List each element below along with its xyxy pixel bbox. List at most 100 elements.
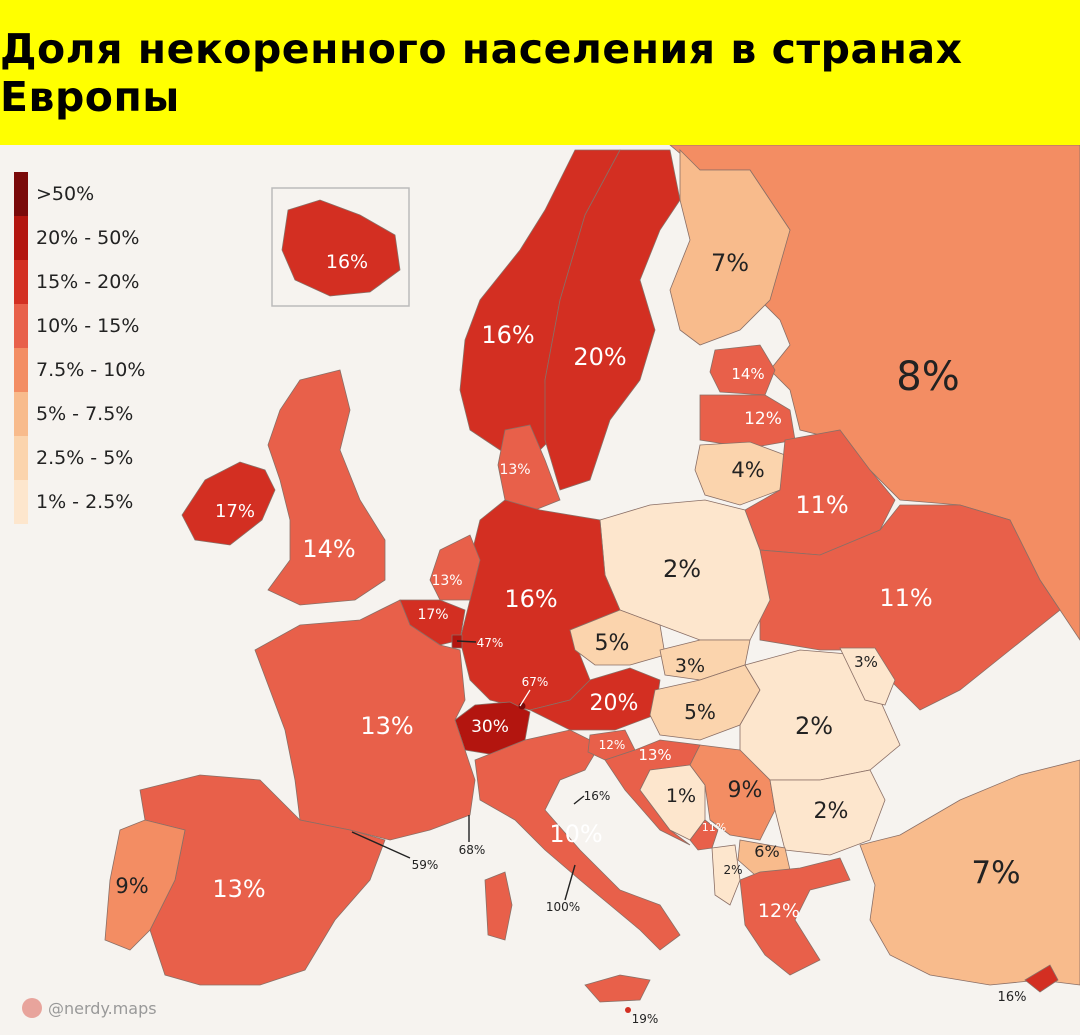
- label-montenegro: 11%: [702, 821, 726, 834]
- country-liechtenstein-shape: [518, 702, 526, 710]
- label-malta: 19%: [632, 1012, 659, 1026]
- legend-label: 7.5% - 10%: [36, 359, 146, 381]
- legend-item: 5% - 7.5%: [14, 392, 145, 436]
- label-croatia: 13%: [638, 746, 671, 764]
- label-slovakia: 3%: [675, 655, 705, 677]
- country-ireland: [181, 461, 276, 546]
- country-albania: [711, 844, 741, 906]
- legend-swatch: [14, 436, 28, 480]
- map-title: Доля некоренного населения в странах Евр…: [0, 24, 963, 121]
- label-spain: 13%: [212, 875, 265, 903]
- country-iceland: [281, 199, 401, 297]
- label-denmark: 13%: [499, 462, 530, 478]
- label-belarus: 11%: [795, 491, 848, 519]
- legend-item: 1% - 2.5%: [14, 480, 145, 524]
- label-romania: 2%: [795, 712, 833, 740]
- label-san-marino: 16%: [584, 789, 611, 803]
- label-turkey: 7%: [971, 855, 1020, 891]
- label-iceland: 16%: [326, 251, 368, 273]
- label-russia: 8%: [896, 354, 959, 400]
- label-lithuania: 4%: [731, 458, 764, 482]
- country-lithuania: [694, 441, 786, 506]
- label-finland: 7%: [711, 249, 749, 277]
- country-italy-sardinia: [484, 871, 513, 941]
- label-hungary: 5%: [684, 700, 716, 724]
- label-ireland: 17%: [215, 501, 255, 522]
- legend-item: 15% - 20%: [14, 260, 145, 304]
- label-latvia: 12%: [744, 409, 782, 429]
- brand-watermark: @nerdy.maps: [22, 998, 157, 1018]
- leader-luxembourg: [456, 640, 477, 643]
- legend-label: 1% - 2.5%: [36, 491, 134, 513]
- legend-item: 20% - 50%: [14, 216, 145, 260]
- legend-swatch: [14, 216, 28, 260]
- legend-item: 7.5% - 10%: [14, 348, 145, 392]
- label-estonia: 14%: [731, 365, 764, 383]
- country-switzerland: [454, 701, 531, 756]
- label-liechtenstein: 67%: [522, 675, 549, 689]
- country-czechia: [569, 609, 666, 666]
- label-norway: 16%: [481, 321, 534, 349]
- iceland-inset-frame: [271, 187, 410, 307]
- leader-san-marino: [573, 795, 585, 805]
- label-austria: 20%: [590, 691, 639, 716]
- label-north-macedonia: 6%: [754, 842, 779, 861]
- label-switzerland: 30%: [471, 717, 509, 737]
- country-denmark: [497, 424, 561, 511]
- label-cyprus: 16%: [998, 990, 1027, 1005]
- legend-swatch: [14, 392, 28, 436]
- legend-swatch: [14, 260, 28, 304]
- label-slovenia: 12%: [599, 738, 626, 752]
- label-ukraine: 11%: [879, 584, 932, 612]
- country-moldova: [839, 647, 896, 706]
- legend-item: 2.5% - 5%: [14, 436, 145, 480]
- label-germany: 16%: [504, 585, 557, 613]
- country-ukraine: [759, 504, 1061, 711]
- label-bulgaria: 2%: [814, 799, 849, 824]
- leader-andorra: [351, 831, 411, 859]
- country-cyprus: [1024, 964, 1059, 993]
- legend-label: >50%: [36, 183, 95, 205]
- legend-swatch: [14, 480, 28, 524]
- legend-item: >50%: [14, 172, 145, 216]
- brand-logo-icon: [22, 998, 42, 1018]
- legend-label: 15% - 20%: [36, 271, 140, 293]
- legend-label: 2.5% - 5%: [36, 447, 134, 469]
- country-uk: [267, 369, 386, 606]
- label-czechia: 5%: [595, 631, 630, 656]
- label-luxembourg: 47%: [477, 636, 504, 650]
- label-belgium: 17%: [417, 607, 448, 623]
- label-albania: 2%: [723, 863, 742, 877]
- legend-label: 5% - 7.5%: [36, 403, 134, 425]
- legend-swatch: [14, 172, 28, 216]
- leader-liechtenstein: [519, 689, 531, 707]
- label-netherlands: 13%: [431, 573, 462, 589]
- legend-item: 10% - 15%: [14, 304, 145, 348]
- country-greece: [739, 857, 851, 976]
- country-france: [254, 599, 476, 841]
- label-uk: 14%: [302, 535, 355, 563]
- legend-label: 20% - 50%: [36, 227, 140, 249]
- label-france: 13%: [360, 712, 413, 740]
- country-austria: [528, 667, 661, 731]
- country-netherlands: [429, 534, 481, 601]
- country-serbia: [689, 744, 776, 841]
- country-malta-shape: [625, 1007, 631, 1013]
- label-bosnia: 1%: [666, 785, 696, 807]
- label-sweden: 20%: [573, 343, 626, 371]
- title-banner: Доля некоренного населения в странах Евр…: [0, 0, 1080, 145]
- legend-label: 10% - 15%: [36, 315, 140, 337]
- leader-vatican: [564, 864, 576, 901]
- europe-map: 16% 16% 20% 7% 8% 14% 12% 4% 11% 13% 17%…: [0, 145, 1080, 1035]
- country-portugal: [104, 819, 186, 951]
- label-serbia: 9%: [728, 778, 763, 803]
- country-montenegro: [689, 819, 719, 851]
- label-vatican: 100%: [546, 900, 580, 914]
- country-finland: [669, 149, 791, 346]
- label-andorra: 59%: [412, 858, 439, 872]
- label-moldova: 3%: [854, 653, 878, 671]
- brand-handle: @nerdy.maps: [48, 998, 157, 1018]
- label-italy: 10%: [549, 820, 602, 848]
- country-sweden: [544, 149, 681, 491]
- legend: >50% 20% - 50% 15% - 20% 10% - 15% 7.5% …: [14, 172, 145, 524]
